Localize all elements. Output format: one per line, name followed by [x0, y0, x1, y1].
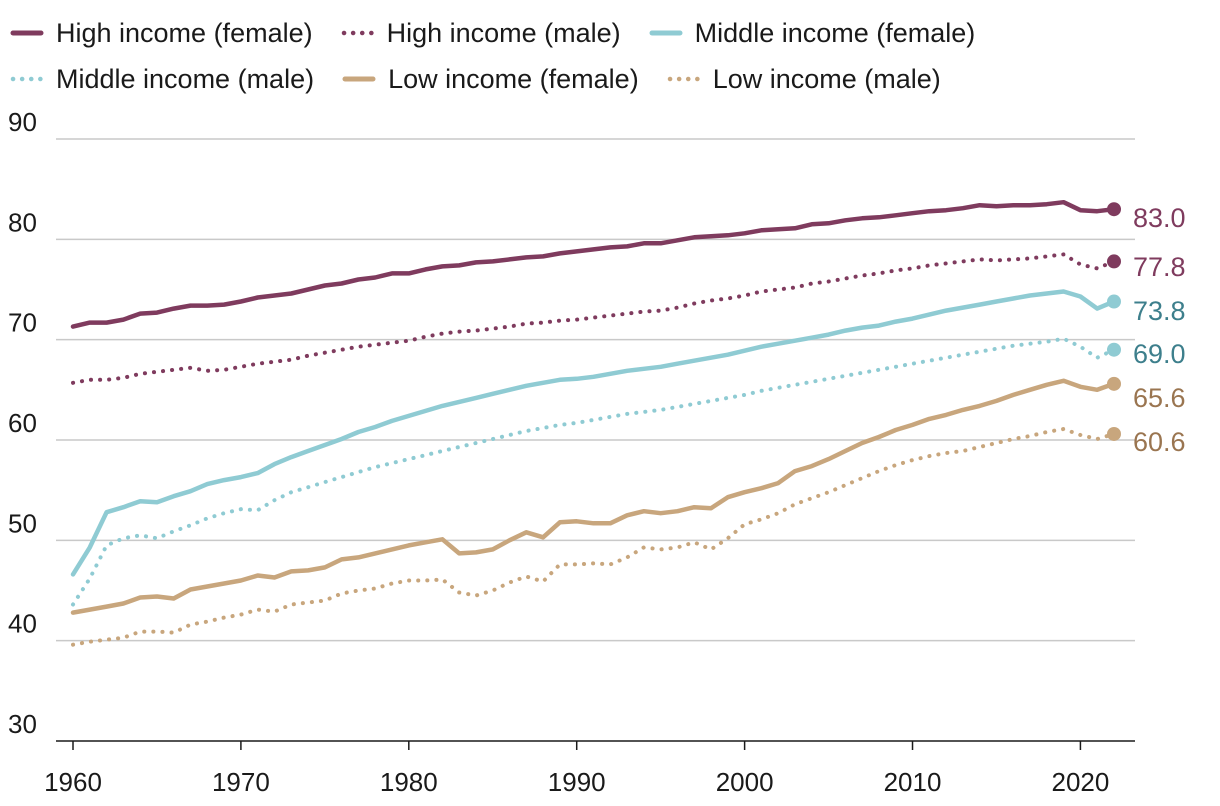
series-end-label: 60.6	[1133, 427, 1186, 457]
legend-label: High income (female)	[56, 17, 313, 48]
y-tick-label: 90	[8, 107, 37, 137]
legend-item: High income (female)	[10, 10, 313, 56]
gridlines	[56, 138, 1135, 642]
legend-item: Middle income (male)	[10, 56, 314, 102]
series-lines	[70, 199, 1117, 647]
series-line-2	[71, 252, 1116, 385]
x-tick-label: 1960	[44, 767, 102, 797]
series-end-point	[1107, 202, 1121, 217]
legend-item: Low income (female)	[342, 56, 639, 102]
y-tick-label: 50	[8, 508, 37, 538]
legend-label: Middle income (female)	[694, 17, 976, 48]
legend-label: Low income (male)	[712, 63, 941, 94]
y-tick-label: 70	[8, 308, 37, 338]
series-end-point	[1107, 294, 1121, 309]
series-end-point	[1107, 426, 1121, 441]
series-end-point	[1107, 376, 1121, 391]
series-end-point	[1107, 342, 1121, 357]
y-tick-label: 60	[8, 408, 37, 438]
legend-item: High income (male)	[341, 10, 621, 56]
x-tick-label: 1990	[548, 767, 606, 797]
legend-label: High income (male)	[386, 17, 621, 48]
series-line-5	[70, 378, 1117, 615]
legend-label: Low income (female)	[388, 63, 639, 94]
legend-label: Middle income (male)	[56, 63, 315, 94]
series-end-point	[1107, 254, 1121, 269]
series-line-6	[71, 427, 1116, 647]
legend: High income (female) High income (male) Mi…	[10, 10, 1200, 102]
x-tick-label: 2010	[884, 767, 942, 797]
end-labels: 83.0 77.8 73.8 69.0 65.6 60.6	[1107, 202, 1186, 457]
series-line-4	[71, 336, 1116, 607]
series-line-3	[70, 289, 1117, 577]
x-tick-label: 1970	[212, 767, 270, 797]
y-tick-label: 30	[8, 709, 37, 739]
x-tick-label: 2000	[716, 767, 774, 797]
legend-item: Low income (male)	[667, 56, 941, 102]
legend-item: Middle income (female)	[649, 10, 976, 56]
axes: 30 40 50 60 70 80 90 1960 1970 1980 1990 2000 2010 20…	[8, 107, 1135, 797]
series-end-label: 73.8	[1133, 296, 1186, 326]
series-end-label: 83.0	[1133, 203, 1186, 233]
series-end-label: 69.0	[1133, 339, 1186, 369]
x-tick-label: 2020	[1051, 767, 1109, 797]
x-tick-label: 1980	[380, 767, 438, 797]
legend-swatch	[341, 30, 374, 36]
y-tick-label: 80	[8, 207, 37, 237]
series-end-label: 77.8	[1133, 252, 1186, 282]
series-end-label: 65.6	[1133, 383, 1186, 413]
legend-swatch	[667, 76, 700, 82]
y-tick-label: 40	[8, 609, 37, 639]
legend-swatch	[649, 30, 683, 36]
legend-swatch	[10, 76, 44, 82]
legend-swatch	[342, 76, 376, 82]
legend-swatch	[10, 30, 44, 36]
series-line-1	[70, 199, 1117, 329]
